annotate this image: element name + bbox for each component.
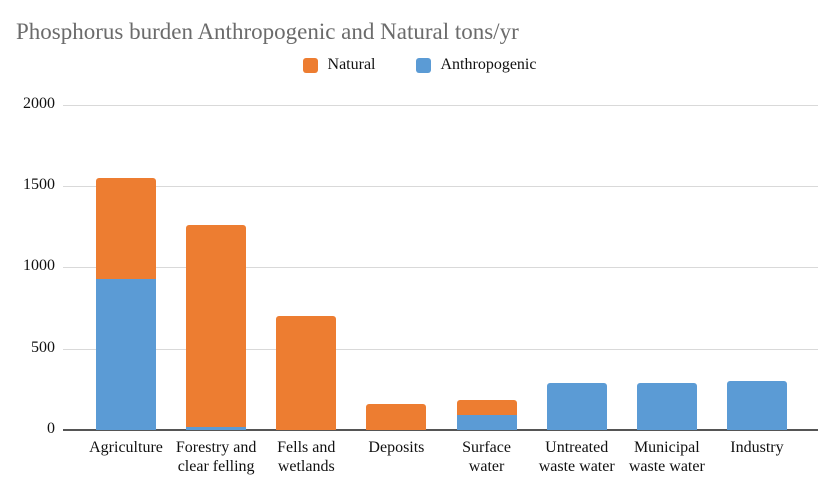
y-tick-label-2000: 2000: [23, 94, 55, 112]
gridline-2000: [63, 104, 818, 106]
bar-segment-natural-3: [276, 316, 337, 430]
legend-swatch-anthropogenic: [415, 57, 431, 73]
bar-segment-anthropogenic-6: [546, 382, 607, 430]
bar-segment-natural-1: [96, 177, 156, 279]
x-axis-line: [63, 429, 818, 431]
legend-label-anthropogenic: Anthropogenic: [440, 56, 537, 73]
chart-title: Phosphorus burden Anthropogenic and Natu…: [16, 19, 519, 44]
legend-item-natural: Natural: [302, 56, 376, 74]
y-tick-label-1000: 1000: [23, 257, 55, 275]
category-label-6: Untreated waste water: [538, 439, 615, 475]
bar-segment-anthropogenic-7: [636, 382, 697, 430]
category-label-2: Forestry and clear felling: [175, 439, 257, 475]
bar-segment-anthropogenic-1: [96, 278, 156, 430]
category-label-5: Surface water: [462, 439, 511, 475]
y-tick-label-500: 500: [31, 338, 55, 356]
y-tick-label-0: 0: [47, 420, 55, 437]
category-label-4: Deposits: [368, 439, 425, 456]
category-label-7: Municipal waste water: [628, 439, 705, 475]
legend-label-natural: Natural: [327, 56, 376, 73]
bar-segment-anthropogenic-8: [726, 381, 787, 430]
chart-legend: Natural Anthropogenic: [0, 56, 839, 74]
category-label-3: Fells and wetlands: [277, 439, 336, 475]
bar-segment-anthropogenic-5: [456, 414, 517, 430]
gridline-1000: [63, 267, 818, 269]
legend-item-anthropogenic: Anthropogenic: [415, 56, 537, 74]
bar-segment-natural-5: [456, 399, 517, 415]
bar-segment-natural-4: [366, 403, 427, 430]
gridline-500: [63, 348, 818, 350]
y-tick-label-1500: 1500: [23, 175, 55, 193]
bar-segment-anthropogenic-2: [186, 426, 247, 430]
category-label-8: Industry: [730, 439, 784, 456]
category-label-1: Agriculture: [89, 439, 163, 456]
gridline-1500: [63, 185, 818, 187]
legend-swatch-natural: [302, 57, 318, 73]
bar-segment-natural-2: [186, 224, 247, 427]
